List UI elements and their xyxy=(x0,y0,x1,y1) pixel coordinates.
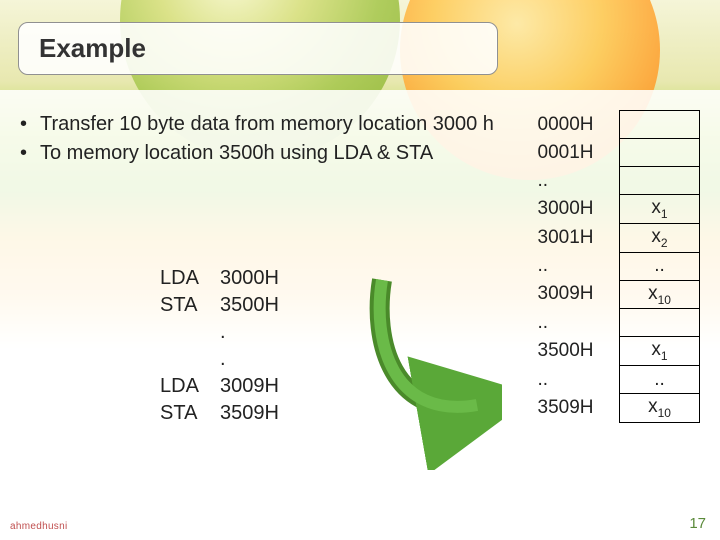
mnemonic xyxy=(160,346,220,373)
operand: 3509H xyxy=(220,400,300,427)
operand: . xyxy=(220,346,300,373)
value-cell: x10 xyxy=(620,394,700,423)
operand: 3000H xyxy=(220,265,300,292)
code-line: LDA 3009H xyxy=(160,373,300,400)
code-line: . xyxy=(160,346,300,373)
page-number: 17 xyxy=(689,515,706,532)
watermark: ahmedhusni xyxy=(10,521,67,532)
table-row: 0000H xyxy=(530,111,700,139)
value-cell xyxy=(620,167,700,195)
mnemonic xyxy=(160,319,220,346)
addr-cell: 3500H xyxy=(530,337,620,366)
addr-cell: 3000H xyxy=(530,195,620,224)
mnemonic: STA xyxy=(160,292,220,319)
value-cell: .. xyxy=(620,252,700,280)
table-row: 3009Hx10 xyxy=(530,280,700,309)
table-row: .. xyxy=(530,309,700,337)
addr-cell: 3009H xyxy=(530,280,620,309)
table-row: .... xyxy=(530,366,700,394)
addr-cell: .. xyxy=(530,309,620,337)
value-cell: x2 xyxy=(620,223,700,252)
mnemonic: LDA xyxy=(160,373,220,400)
addr-cell: 3509H xyxy=(530,394,620,423)
addr-cell: .. xyxy=(530,252,620,280)
table-row: 3509Hx10 xyxy=(530,394,700,423)
operand: 3500H xyxy=(220,292,300,319)
operand: 3009H xyxy=(220,373,300,400)
value-cell xyxy=(620,111,700,139)
code-line: . xyxy=(160,319,300,346)
table-row: 3000Hx1 xyxy=(530,195,700,224)
operand: . xyxy=(220,319,300,346)
table-row: 3500Hx1 xyxy=(530,337,700,366)
bullet-marker: • xyxy=(20,139,40,168)
addr-cell: 0000H xyxy=(530,111,620,139)
addr-cell: .. xyxy=(530,366,620,394)
code-line: STA 3509H xyxy=(160,400,300,427)
table-row: 3001Hx2 xyxy=(530,223,700,252)
addr-cell: 3001H xyxy=(530,223,620,252)
value-cell xyxy=(620,309,700,337)
code-listing: LDA 3000H STA 3500H . . LDA 3009H STA 35… xyxy=(160,265,300,427)
transfer-arrow-icon xyxy=(362,270,502,470)
title-bar: Example xyxy=(18,22,498,75)
table-row: 0001H xyxy=(530,139,700,167)
code-line: LDA 3000H xyxy=(160,265,300,292)
content-area: • Transfer 10 byte data from memory loca… xyxy=(20,110,700,510)
value-cell: x1 xyxy=(620,337,700,366)
addr-cell: 0001H xyxy=(530,139,620,167)
mnemonic: STA xyxy=(160,400,220,427)
memory-table: 0000H0001H..3000Hx13001Hx2....3009Hx10..… xyxy=(530,110,701,423)
mnemonic: LDA xyxy=(160,265,220,292)
bullet-marker: • xyxy=(20,110,40,139)
addr-cell: .. xyxy=(530,167,620,195)
table-row: .. xyxy=(530,167,700,195)
value-cell: x10 xyxy=(620,280,700,309)
value-cell xyxy=(620,139,700,167)
table-row: .... xyxy=(530,252,700,280)
slide-title: Example xyxy=(39,33,477,64)
value-cell: x1 xyxy=(620,195,700,224)
value-cell: .. xyxy=(620,366,700,394)
code-line: STA 3500H xyxy=(160,292,300,319)
